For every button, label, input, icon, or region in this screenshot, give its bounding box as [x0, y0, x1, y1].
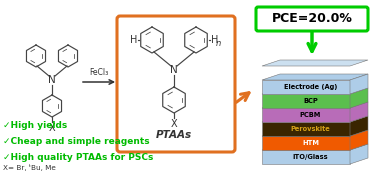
Polygon shape	[262, 122, 350, 136]
Text: ✓High quality PTAAs for PSCs: ✓High quality PTAAs for PSCs	[3, 153, 153, 162]
Polygon shape	[262, 74, 368, 80]
Text: N: N	[170, 65, 178, 75]
Text: BCP: BCP	[303, 98, 318, 104]
Polygon shape	[262, 102, 368, 108]
Text: FeCl₃: FeCl₃	[89, 68, 108, 77]
Text: HTM: HTM	[302, 140, 319, 146]
Text: Electrode (Ag): Electrode (Ag)	[284, 84, 337, 90]
Text: PCE=20.0%: PCE=20.0%	[271, 13, 352, 26]
Text: H: H	[130, 35, 137, 45]
Polygon shape	[262, 136, 350, 150]
Polygon shape	[262, 60, 368, 66]
Polygon shape	[262, 116, 368, 122]
Polygon shape	[262, 108, 350, 122]
Text: n: n	[216, 38, 221, 47]
Text: X: X	[49, 123, 55, 133]
Polygon shape	[262, 94, 350, 108]
Polygon shape	[350, 74, 368, 94]
Polygon shape	[262, 144, 368, 150]
Text: ✓Cheap and simple reagents: ✓Cheap and simple reagents	[3, 137, 150, 146]
Text: N: N	[48, 75, 56, 85]
Polygon shape	[262, 80, 350, 94]
Polygon shape	[350, 102, 368, 122]
Text: X= Br, ᵗBu, Me: X= Br, ᵗBu, Me	[3, 164, 56, 171]
Polygon shape	[350, 116, 368, 136]
Text: Perovskite: Perovskite	[291, 126, 330, 132]
Text: X: X	[171, 119, 177, 129]
Polygon shape	[262, 130, 368, 136]
Text: PTAAs: PTAAs	[156, 130, 192, 140]
Polygon shape	[350, 144, 368, 164]
FancyBboxPatch shape	[256, 7, 368, 31]
Polygon shape	[350, 130, 368, 150]
Polygon shape	[262, 150, 350, 164]
FancyBboxPatch shape	[117, 16, 235, 152]
Polygon shape	[262, 88, 368, 94]
Text: H: H	[211, 35, 218, 45]
Text: ✓High yields: ✓High yields	[3, 121, 67, 130]
Text: ITO/Glass: ITO/Glass	[293, 154, 328, 160]
Polygon shape	[350, 88, 368, 108]
Text: PCBM: PCBM	[300, 112, 321, 118]
